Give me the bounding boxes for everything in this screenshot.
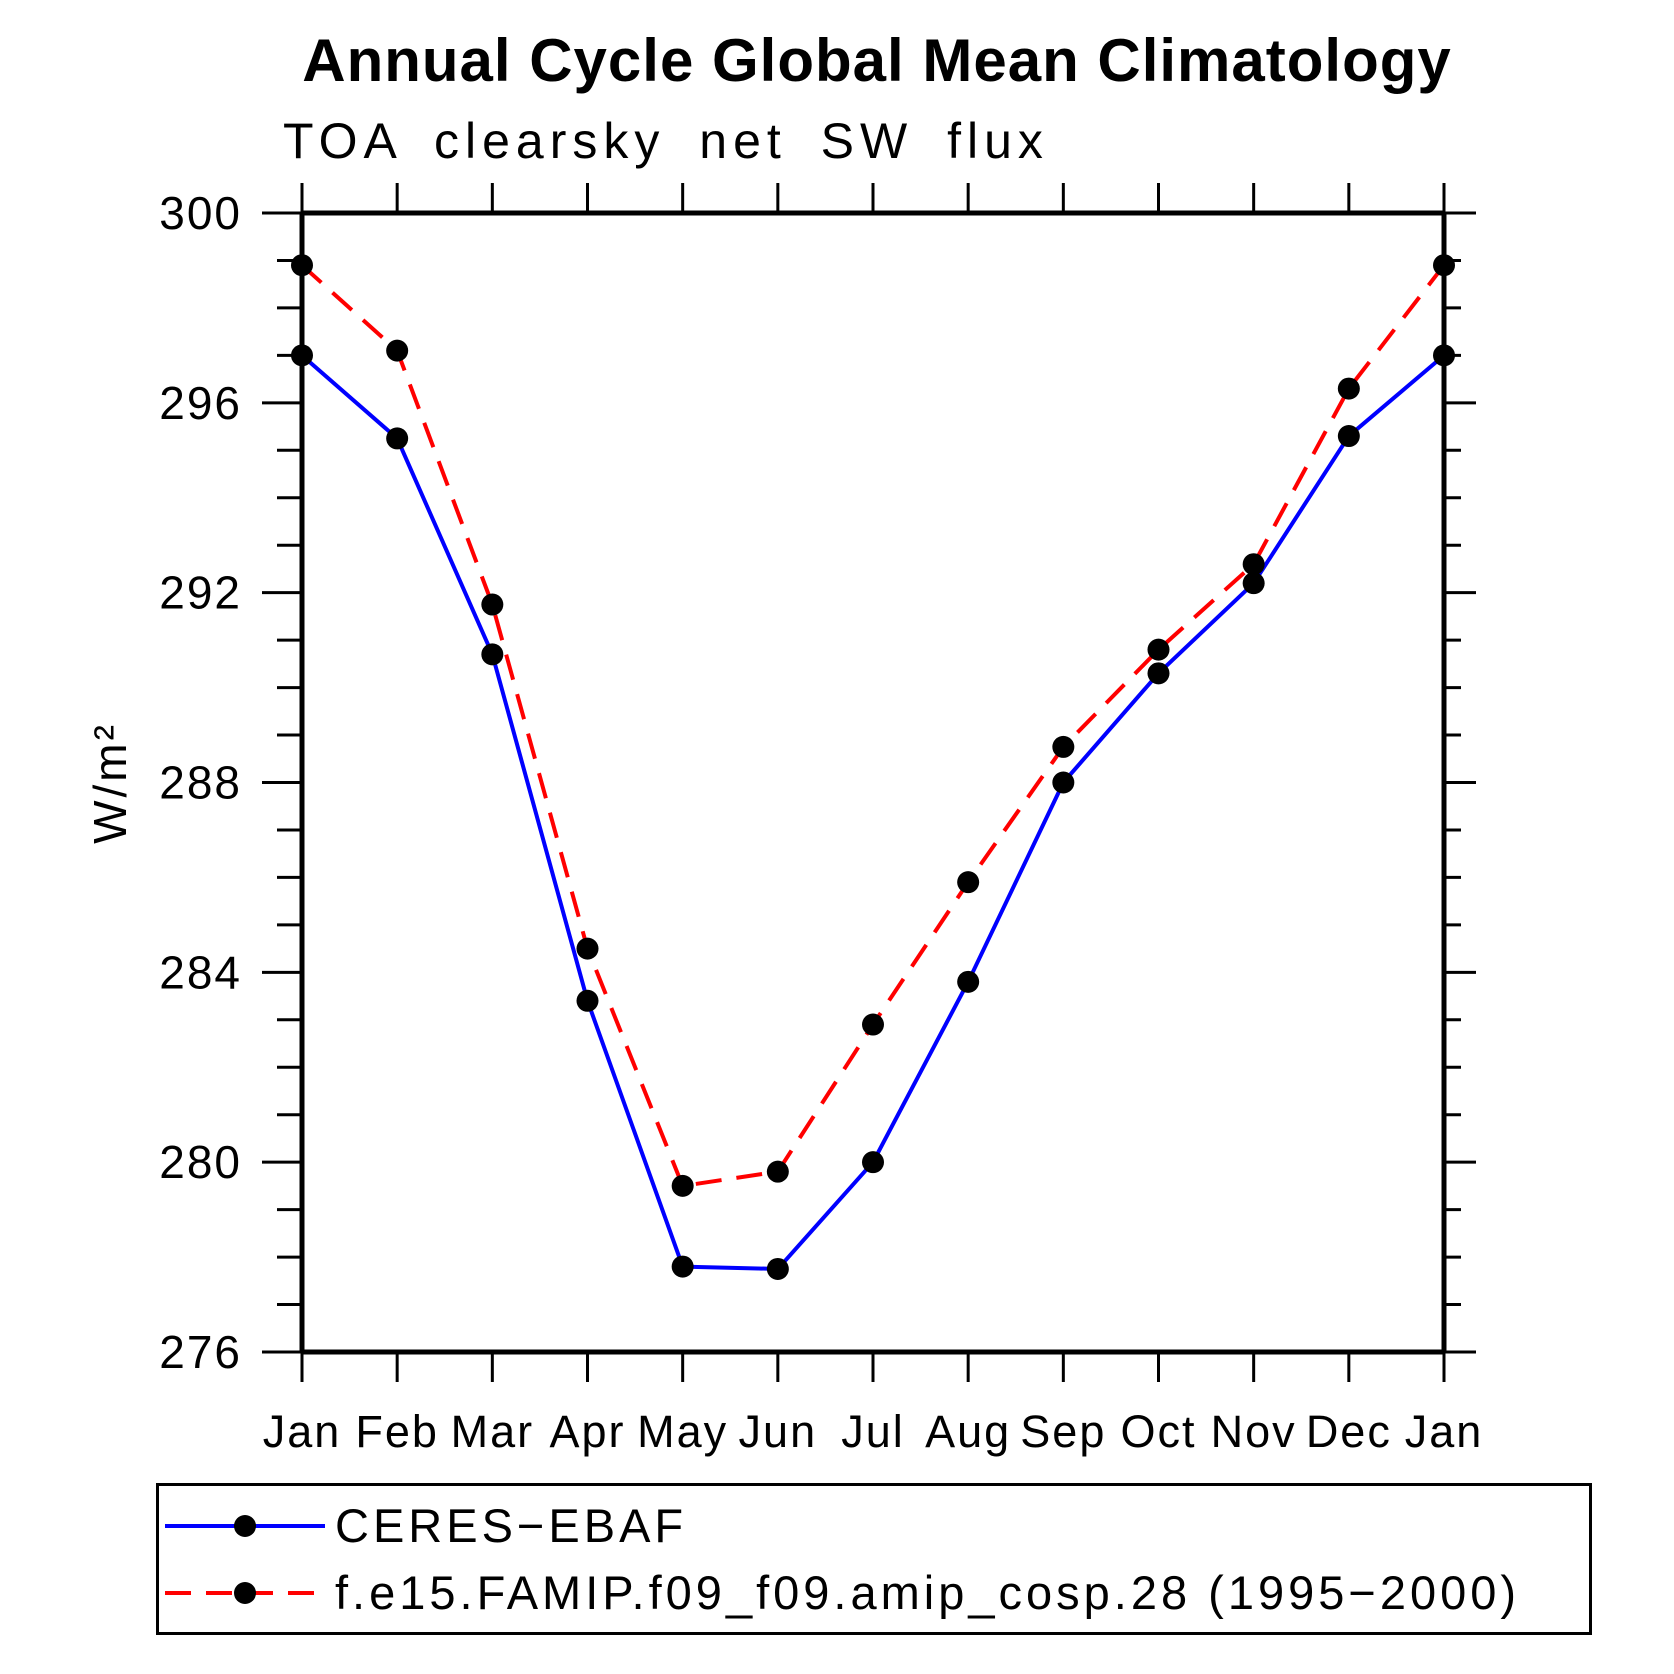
svg-text:280: 280 <box>159 1136 242 1188</box>
svg-text:Aug: Aug <box>925 1406 1011 1457</box>
svg-text:276: 276 <box>159 1326 242 1378</box>
svg-text:296: 296 <box>159 377 242 429</box>
legend-box: CERES−EBAF f.e15.FAMIP.f09_f09.amip_cosp… <box>156 1483 1592 1635</box>
svg-text:Nov: Nov <box>1211 1406 1297 1457</box>
svg-text:Oct: Oct <box>1120 1406 1196 1457</box>
svg-text:Sep: Sep <box>1020 1406 1106 1457</box>
svg-text:Jul: Jul <box>841 1406 905 1457</box>
chart-subtitle: TOA clearsky net SW flux <box>283 113 1049 169</box>
svg-text:Dec: Dec <box>1306 1406 1392 1457</box>
chart-title: Annual Cycle Global Mean Climatology <box>302 27 1452 94</box>
svg-text:May: May <box>637 1406 728 1457</box>
legend-line-sample-dashed <box>165 1581 325 1604</box>
svg-text:300: 300 <box>159 187 242 239</box>
svg-text:288: 288 <box>159 757 242 809</box>
svg-text:284: 284 <box>159 946 242 998</box>
legend-label-obs: CERES−EBAF <box>335 1499 688 1552</box>
svg-text:Jan: Jan <box>1405 1406 1484 1457</box>
svg-text:Jan: Jan <box>263 1406 342 1457</box>
svg-text:292: 292 <box>159 567 242 619</box>
svg-text:Mar: Mar <box>451 1406 535 1457</box>
svg-text:Jun: Jun <box>739 1406 818 1457</box>
svg-text:Apr: Apr <box>549 1406 625 1457</box>
legend-label-model: f.e15.FAMIP.f09_f09.amip_cosp.28 (1995−2… <box>335 1566 1521 1619</box>
svg-text:Feb: Feb <box>355 1406 439 1457</box>
legend-line-sample-solid <box>165 1514 325 1537</box>
legend-row-obs: CERES−EBAF <box>159 1498 1589 1553</box>
legend-row-model: f.e15.FAMIP.f09_f09.amip_cosp.28 (1995−2… <box>159 1565 1589 1620</box>
